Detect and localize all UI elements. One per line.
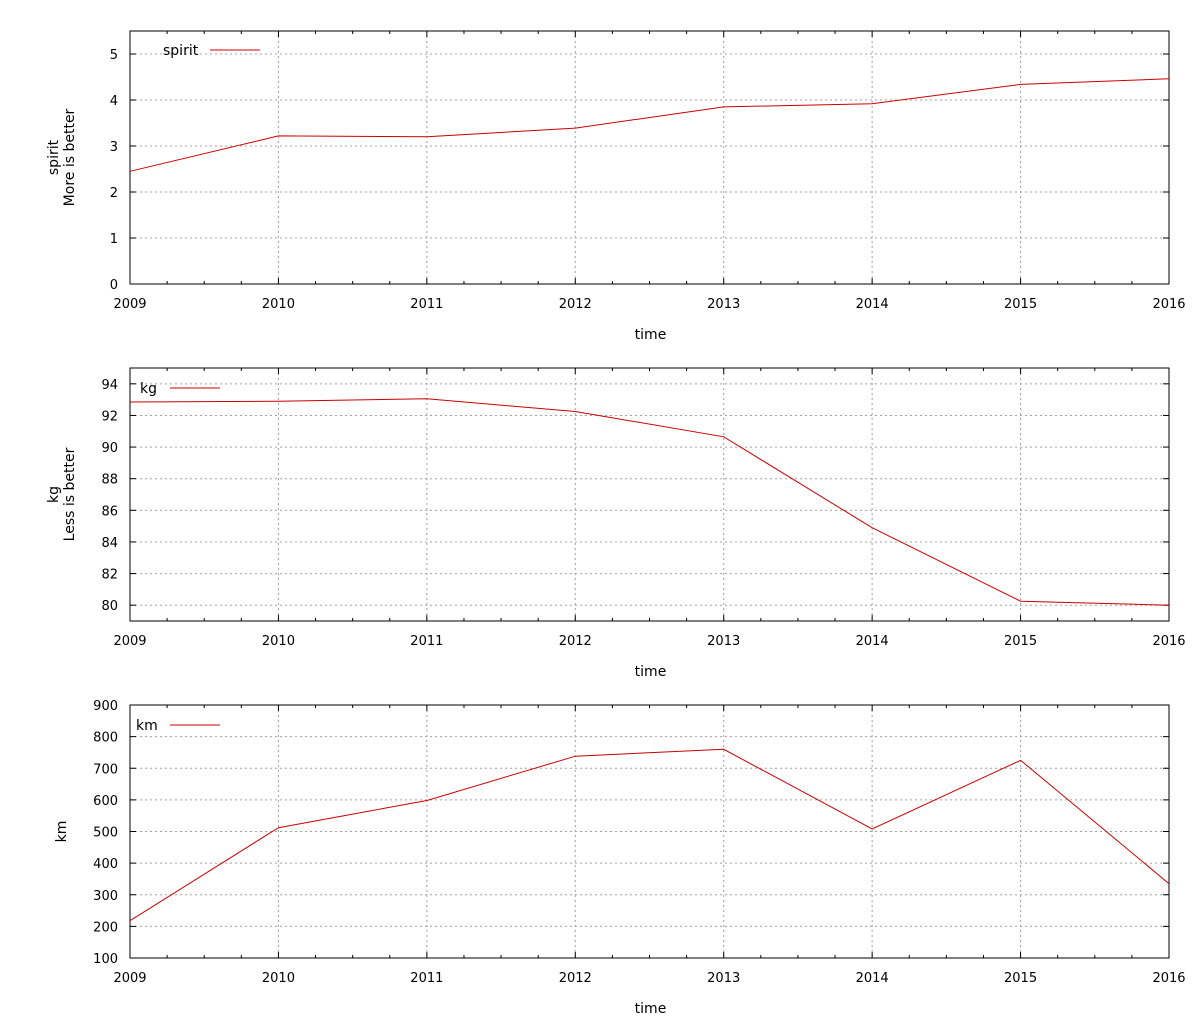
x-tick-label: 2009: [113, 297, 146, 312]
y-tick-label: 900: [93, 699, 118, 714]
y-tick-label: 90: [101, 441, 118, 456]
x-tick-label: 2011: [410, 971, 443, 986]
y-tick-label: 100: [93, 952, 118, 967]
y-tick-label: 4: [110, 94, 118, 109]
series-line-spirit: [129, 78, 1170, 172]
x-axis-title: time: [635, 327, 667, 343]
y-tick-label: 82: [101, 568, 118, 583]
y-tick-label: 0: [110, 278, 118, 293]
y-axis-title: More is better: [62, 108, 78, 206]
y-tick-label: 88: [101, 473, 118, 488]
y-tick-label: 700: [93, 762, 118, 777]
x-tick-label: 2014: [856, 634, 889, 649]
y-axis-title: km: [54, 821, 70, 843]
y-tick-label: 400: [93, 857, 118, 872]
chart-panel-1: 0 1 2 3 4 5 2009 2010 2011 2012 2013 2014 2015 2016 sp…: [46, 30, 1186, 343]
y-tick-label: 80: [101, 599, 118, 614]
x-tick-label: 2009: [113, 971, 146, 986]
x-tick-label: 2012: [559, 297, 592, 312]
legend-label: km: [136, 718, 158, 734]
legend-label: spirit: [163, 43, 199, 59]
y-tick-label: 800: [93, 731, 118, 746]
y-tick-label: 94: [101, 378, 118, 393]
y-axis-title: Less is better: [62, 447, 78, 541]
x-tick-label: 2011: [410, 297, 443, 312]
y-axis-title: spirit: [46, 139, 62, 175]
y-tick-label: 1: [110, 232, 118, 247]
x-tick-label: 2010: [262, 634, 295, 649]
y-tick-label: 2: [110, 186, 118, 201]
x-tick-label: 2015: [1004, 297, 1037, 312]
x-tick-label: 2016: [1152, 634, 1185, 649]
y-axis-title: kg: [46, 486, 62, 503]
y-tick-label: 3: [110, 140, 118, 155]
chart-panel-2: 80 82 84 86 88 90 92 94 2009 2010 2011 2012 2013 2014…: [46, 367, 1186, 680]
x-tick-label: 2010: [262, 297, 295, 312]
x-tick-label: 2014: [856, 297, 889, 312]
y-tick-label: 600: [93, 794, 118, 809]
x-tick-label: 2016: [1152, 297, 1185, 312]
y-tick-label: 200: [93, 920, 118, 935]
series-line-km: [129, 748, 1170, 922]
x-tick-label: 2013: [707, 297, 740, 312]
x-tick-label: 2009: [113, 634, 146, 649]
x-axis-title: time: [635, 1001, 667, 1017]
x-axis-title: time: [635, 664, 667, 680]
legend-label: kg: [140, 381, 157, 397]
plot-frame: [129, 704, 1170, 959]
y-tick-label: 92: [101, 409, 118, 424]
x-tick-label: 2013: [707, 634, 740, 649]
plot-frame: [129, 30, 1170, 285]
x-tick-label: 2016: [1152, 971, 1185, 986]
x-tick-label: 2011: [410, 634, 443, 649]
y-tick-label: 300: [93, 889, 118, 904]
chart-panel-3: 100 200 300 400 500 600 700 800 900 2009 2010 2011 2…: [54, 699, 1186, 1017]
x-tick-label: 2012: [559, 971, 592, 986]
y-tick-label: 500: [93, 826, 118, 841]
y-tick-label: 5: [110, 48, 118, 63]
series-line-kg: [129, 398, 1170, 606]
x-tick-label: 2015: [1004, 634, 1037, 649]
x-tick-label: 2015: [1004, 971, 1037, 986]
x-tick-label: 2012: [559, 634, 592, 649]
y-tick-label: 86: [101, 504, 118, 519]
plot-frame: [129, 367, 1170, 622]
x-tick-label: 2010: [262, 971, 295, 986]
y-tick-label: 84: [101, 536, 118, 551]
x-tick-label: 2013: [707, 971, 740, 986]
x-tick-label: 2014: [856, 971, 889, 986]
